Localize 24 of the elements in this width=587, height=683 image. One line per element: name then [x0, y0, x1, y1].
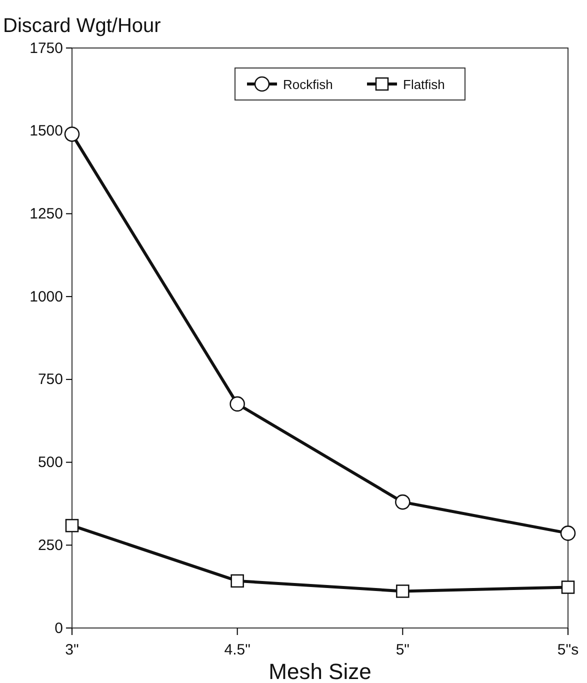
- point: [560, 526, 576, 541]
- y-tick-label: 250: [38, 536, 63, 554]
- y-tick-label: 0: [54, 620, 63, 637]
- x-tick-label: 5"s: [557, 642, 579, 658]
- point: [230, 396, 245, 412]
- y-axis-title: Discard Wgt/Hour: [3, 15, 162, 37]
- x-tick-label: 3": [65, 642, 79, 658]
- y-tick-label: 1250: [30, 206, 63, 223]
- point: [230, 574, 244, 588]
- x-axis-title: Mesh Size: [268, 659, 372, 683]
- y-tick-label: 1750: [30, 40, 63, 57]
- legend-label: Flatfish: [403, 77, 445, 92]
- x-tick-label: 4.5": [224, 642, 250, 658]
- y-tick-label: 500: [38, 454, 63, 472]
- point: [65, 518, 79, 532]
- point: [64, 126, 80, 142]
- legend-label: Rockfish: [283, 77, 333, 92]
- y-tick-label: 750: [38, 371, 63, 388]
- y-tick-label: 1500: [30, 122, 63, 140]
- point: [395, 494, 410, 510]
- y-tick-label: 1000: [30, 288, 63, 306]
- point: [561, 580, 575, 594]
- x-tick-label: 5": [396, 642, 410, 658]
- point: [396, 584, 410, 598]
